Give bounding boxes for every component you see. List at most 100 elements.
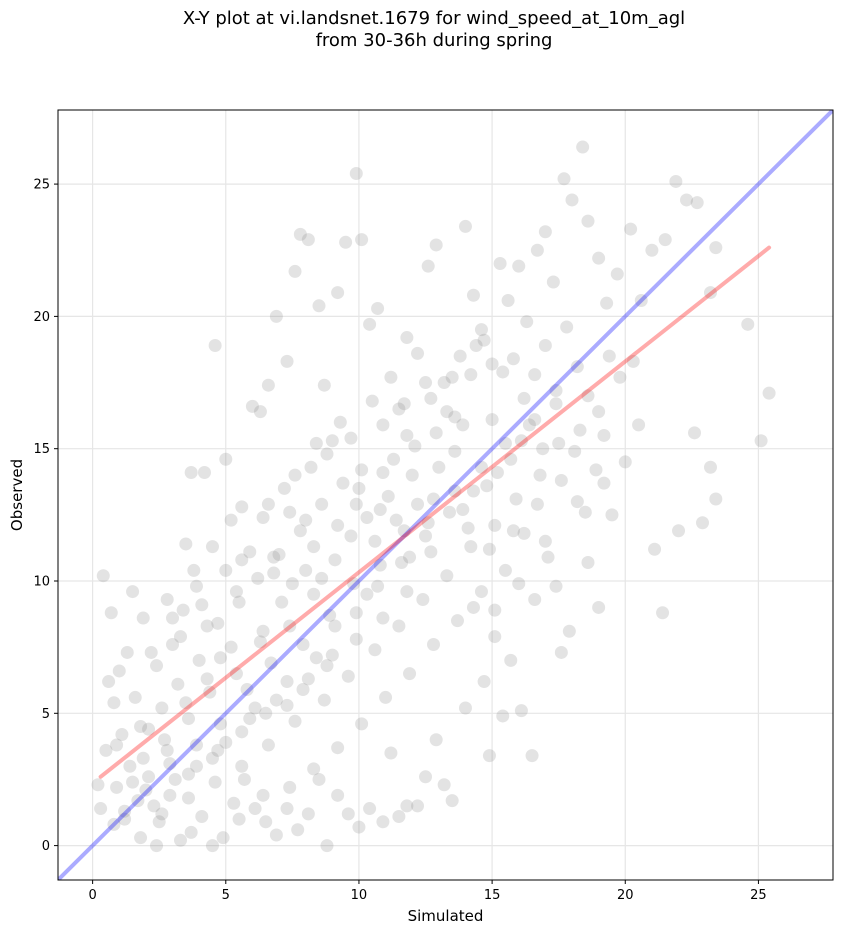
data-point xyxy=(458,219,472,233)
data-point xyxy=(437,376,451,390)
data-point xyxy=(493,256,507,270)
data-point xyxy=(496,709,510,723)
data-point xyxy=(448,444,462,458)
data-point xyxy=(589,463,603,477)
data-point xyxy=(320,447,334,461)
data-point xyxy=(323,608,337,622)
data-point xyxy=(400,331,414,345)
data-point xyxy=(355,233,369,247)
y-tick-label: 10 xyxy=(33,574,50,589)
data-point xyxy=(488,603,502,617)
data-point xyxy=(174,630,188,644)
data-point xyxy=(762,386,776,400)
data-point xyxy=(376,466,390,480)
data-point xyxy=(709,492,723,506)
data-point xyxy=(261,497,275,511)
data-point xyxy=(442,505,456,519)
data-point xyxy=(474,460,488,474)
data-point xyxy=(549,579,563,593)
data-point xyxy=(429,733,443,747)
data-point xyxy=(392,619,406,633)
data-point xyxy=(181,791,195,805)
data-point xyxy=(243,712,257,726)
data-point xyxy=(355,463,369,477)
data-point xyxy=(267,550,281,564)
data-point xyxy=(498,563,512,577)
data-point xyxy=(333,415,347,429)
data-point xyxy=(139,783,153,797)
data-point xyxy=(118,804,132,818)
data-point xyxy=(134,720,148,734)
data-point xyxy=(253,405,267,419)
data-point xyxy=(533,468,547,482)
data-point xyxy=(490,466,504,480)
data-point xyxy=(480,479,494,493)
chart-title: X-Y plot at vi.landsnet.1679 for wind_sp… xyxy=(182,8,686,51)
data-point xyxy=(155,701,169,715)
data-point xyxy=(163,757,177,771)
data-point xyxy=(331,788,345,802)
data-point xyxy=(275,595,289,609)
data-point xyxy=(562,624,576,638)
data-point xyxy=(514,434,528,448)
data-point xyxy=(181,712,195,726)
data-point xyxy=(227,796,241,810)
data-point xyxy=(142,770,156,784)
data-point xyxy=(123,759,137,773)
data-point xyxy=(232,812,246,826)
data-point xyxy=(136,751,150,765)
data-point xyxy=(110,738,124,752)
data-point xyxy=(195,598,209,612)
data-point xyxy=(355,717,369,731)
data-point xyxy=(134,831,148,845)
data-point xyxy=(570,495,584,509)
axis-ticks: 0 5 10 15 20 25 0 5 10 15 20 25 xyxy=(33,178,766,903)
data-point xyxy=(597,476,611,490)
data-point xyxy=(504,452,518,466)
data-point xyxy=(184,825,198,839)
data-point xyxy=(237,772,251,786)
data-point xyxy=(120,645,134,659)
data-point xyxy=(448,484,462,498)
data-point xyxy=(224,640,238,654)
data-point xyxy=(411,497,425,511)
data-point xyxy=(688,426,702,440)
data-point xyxy=(392,809,406,823)
data-point xyxy=(166,611,180,625)
data-point xyxy=(376,611,390,625)
data-point xyxy=(400,428,414,442)
data-point xyxy=(648,542,662,556)
data-point xyxy=(331,741,345,755)
data-point xyxy=(384,746,398,760)
data-point xyxy=(368,534,382,548)
data-point xyxy=(104,606,118,620)
data-point xyxy=(213,717,227,731)
data-point xyxy=(163,788,177,802)
data-point xyxy=(216,831,230,845)
data-point xyxy=(219,452,233,466)
data-point xyxy=(389,513,403,527)
data-point xyxy=(296,682,310,696)
data-point xyxy=(267,566,281,580)
data-point xyxy=(235,725,249,739)
data-point xyxy=(293,227,307,241)
data-point xyxy=(235,759,249,773)
data-point xyxy=(118,812,132,826)
data-point xyxy=(565,193,579,207)
data-point xyxy=(264,656,278,670)
data-point xyxy=(317,378,331,392)
data-point xyxy=(280,675,294,689)
data-point xyxy=(395,555,409,569)
data-point xyxy=(371,301,385,315)
data-point xyxy=(304,460,318,474)
data-point xyxy=(445,370,459,384)
data-point xyxy=(320,659,334,673)
data-point xyxy=(581,389,595,403)
data-point xyxy=(371,579,385,593)
data-point xyxy=(373,503,387,517)
data-point xyxy=(432,460,446,474)
reference-lines xyxy=(58,110,833,880)
data-point xyxy=(94,802,108,816)
data-point xyxy=(285,577,299,591)
data-point xyxy=(256,624,270,638)
